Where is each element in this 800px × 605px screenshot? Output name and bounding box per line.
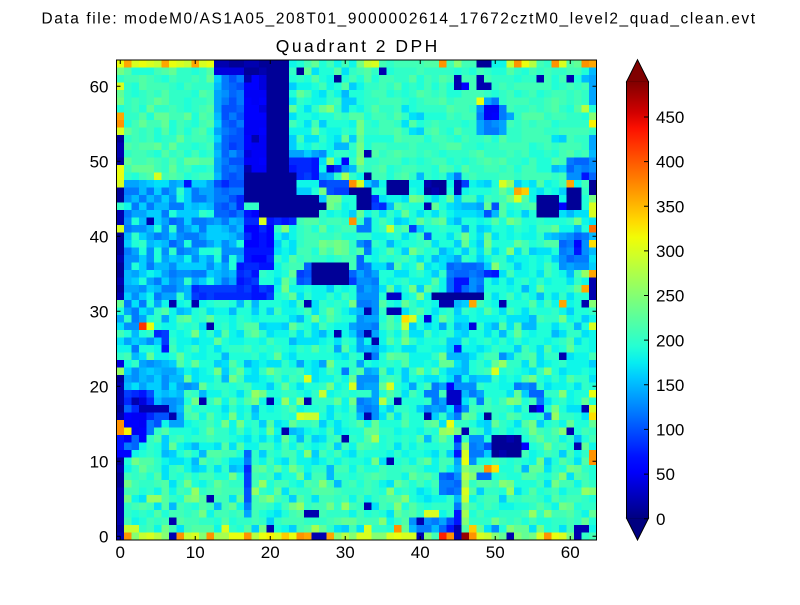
- svg-text:40: 40: [90, 227, 109, 246]
- svg-text:20: 20: [90, 377, 109, 396]
- svg-text:0: 0: [99, 527, 108, 546]
- svg-text:50: 50: [656, 465, 675, 484]
- svg-text:400: 400: [656, 153, 684, 172]
- svg-text:10: 10: [90, 452, 109, 471]
- svg-text:200: 200: [656, 331, 684, 350]
- svg-text:40: 40: [411, 543, 430, 562]
- svg-text:60: 60: [561, 543, 580, 562]
- svg-text:450: 450: [656, 108, 684, 127]
- svg-text:Quadrant 2 DPH: Quadrant 2 DPH: [276, 36, 438, 56]
- svg-text:0: 0: [116, 543, 125, 562]
- svg-text:0: 0: [656, 510, 665, 529]
- svg-text:50: 50: [90, 152, 109, 171]
- svg-text:250: 250: [656, 287, 684, 306]
- svg-text:50: 50: [486, 543, 505, 562]
- svg-text:10: 10: [186, 543, 205, 562]
- svg-text:100: 100: [656, 421, 684, 440]
- svg-text:30: 30: [336, 543, 355, 562]
- svg-text:150: 150: [656, 376, 684, 395]
- svg-text:350: 350: [656, 197, 684, 216]
- svg-text:20: 20: [261, 543, 280, 562]
- svg-text:300: 300: [656, 242, 684, 261]
- svg-text:30: 30: [90, 302, 109, 321]
- svg-text:60: 60: [90, 77, 109, 96]
- svg-text:Data file: modeM0/AS1A05_208T0: Data file: modeM0/AS1A05_208T01_90000026…: [42, 10, 756, 27]
